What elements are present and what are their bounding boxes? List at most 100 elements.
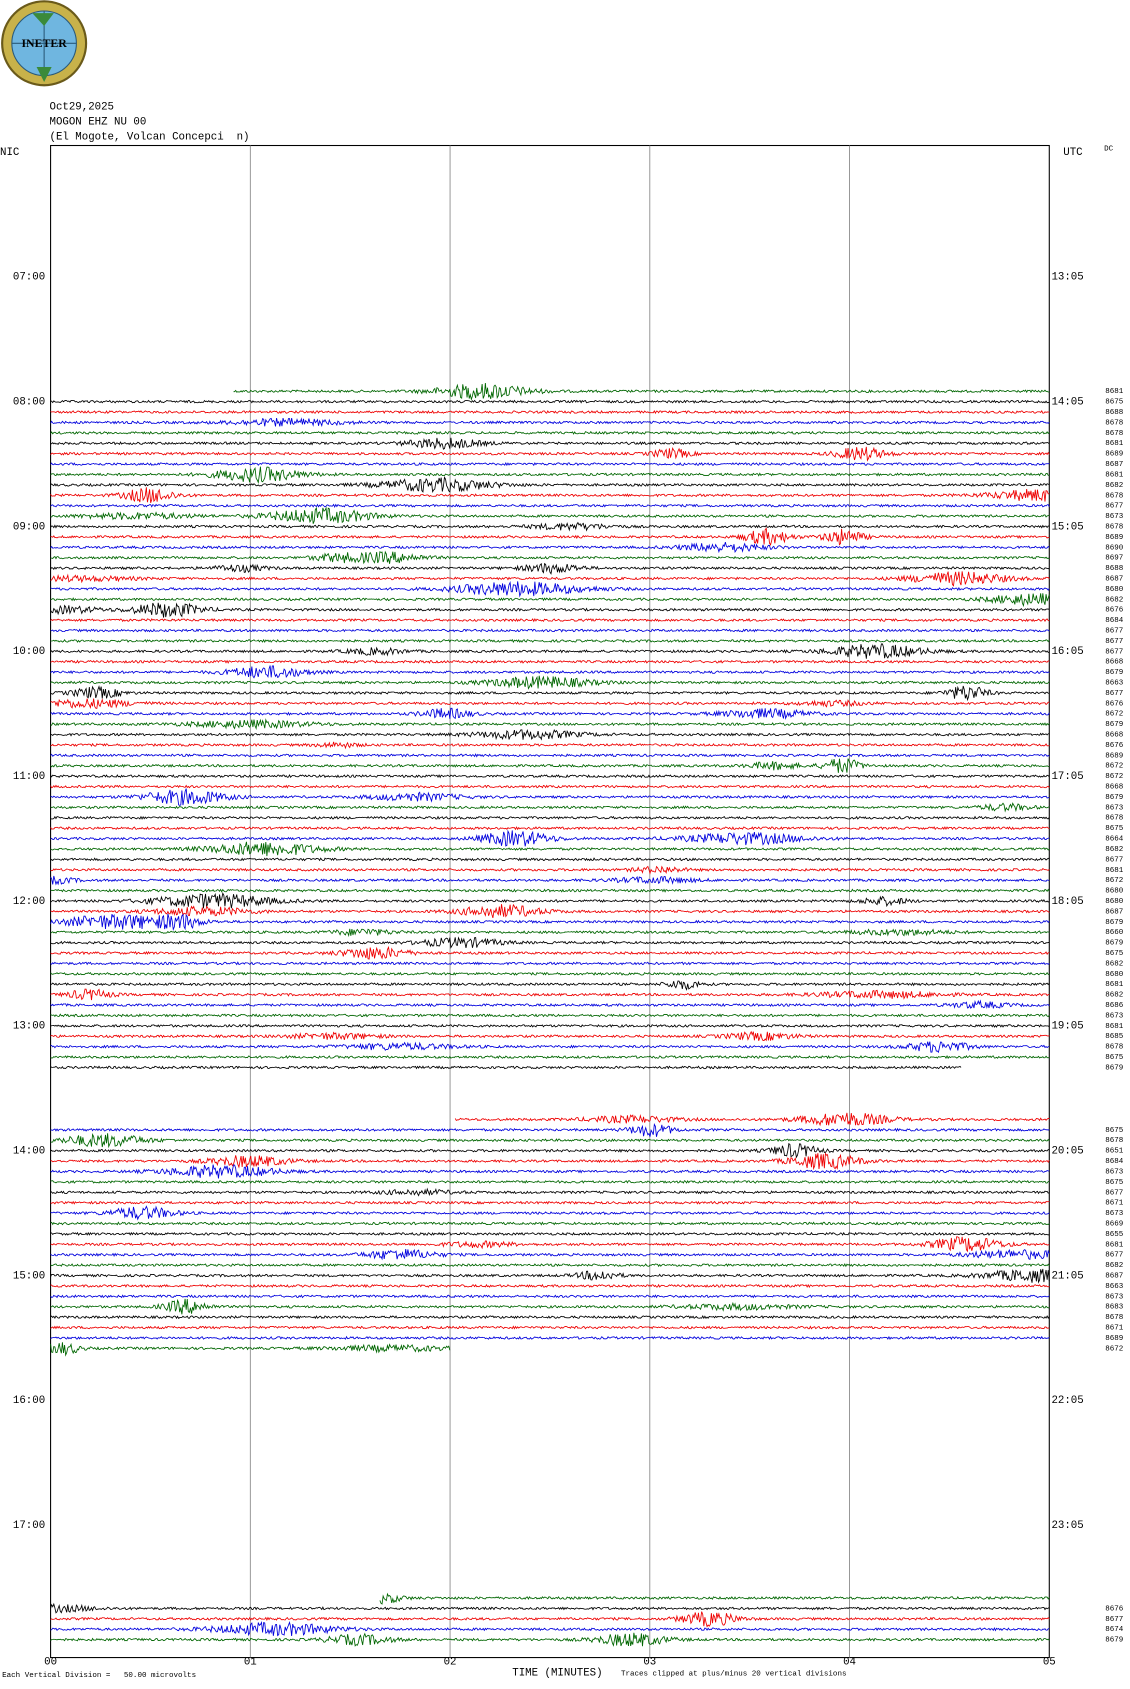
trace (50, 628, 1050, 633)
x-tick-label: 03 (643, 1657, 656, 1669)
trace-label: 8681 (1105, 388, 1124, 396)
trace (50, 773, 1050, 779)
trace-label: 8677 (1105, 638, 1123, 646)
trace-label: 8673 (1105, 1293, 1124, 1301)
trace (50, 602, 1050, 618)
trace (50, 1298, 1050, 1315)
trace (50, 784, 1050, 789)
trace-label: 8678 (1105, 430, 1124, 438)
x-tick-label: 02 (444, 1657, 457, 1669)
trace-label: 8677 (1105, 628, 1123, 636)
trace-label: 8673 (1105, 804, 1124, 812)
trace (50, 506, 1050, 524)
logo: INETER (1, 0, 88, 87)
trace-label: 8678 (1105, 815, 1124, 823)
trace (50, 857, 1050, 862)
trace-label: 8677 (1105, 648, 1123, 656)
trace (50, 913, 1050, 932)
trace (50, 617, 1050, 623)
trace-label: 8676 (1105, 742, 1124, 750)
trace-label: 8680 (1105, 586, 1124, 594)
left-time: 09:00 (13, 521, 45, 533)
right-time: 22:05 (1051, 1395, 1083, 1407)
left-time: 07:00 (13, 272, 45, 284)
trace-label: 8676 (1105, 1605, 1124, 1613)
trace (50, 826, 1050, 831)
trace-label: 8688 (1105, 409, 1124, 417)
trace-label: 8679 (1105, 1064, 1123, 1072)
trace (50, 462, 1050, 467)
trace (50, 1205, 1050, 1221)
right-time: 14:05 (1051, 396, 1083, 408)
trace-label: 8687 (1105, 908, 1123, 916)
trace-label: 8677 (1105, 690, 1123, 698)
right-time: 17:05 (1051, 771, 1083, 783)
trace-label: 8688 (1105, 565, 1124, 573)
trace-label: 8687 (1105, 575, 1123, 583)
trace (50, 718, 1050, 730)
trace (50, 829, 1050, 847)
trace (50, 550, 1050, 565)
trace-label: 8668 (1105, 784, 1124, 792)
trace (50, 945, 1050, 960)
trace-label: 8681 (1105, 1241, 1124, 1249)
trace (50, 1133, 1050, 1149)
trace (50, 1123, 1050, 1137)
trace-label: 8660 (1105, 929, 1124, 937)
trace-label: 8681 (1105, 471, 1124, 479)
trace (50, 999, 1050, 1009)
trace-label: 8675 (1105, 1127, 1124, 1135)
trace-label: 8676 (1105, 607, 1124, 615)
trace-label: 8673 (1105, 1168, 1124, 1176)
right-time: 19:05 (1051, 1021, 1083, 1033)
trace (50, 581, 1050, 598)
trace-label: 8673 (1105, 1210, 1124, 1218)
trace (50, 1611, 1050, 1628)
trace-label: 8678 (1105, 1044, 1124, 1052)
trace-label: 8663 (1105, 1283, 1124, 1291)
trace (50, 1187, 1050, 1197)
trace (50, 1142, 1050, 1159)
right-time: 18:05 (1051, 896, 1083, 908)
x-tick-label: 04 (843, 1657, 856, 1669)
trace (50, 571, 1050, 587)
trace (50, 1602, 1050, 1614)
trace-label: 8682 (1105, 846, 1123, 854)
right-time: 23:05 (1051, 1520, 1083, 1532)
left-time: 14:00 (13, 1146, 45, 1158)
trace-label: 8674 (1105, 1626, 1124, 1634)
trace-label: 8683 (1105, 1304, 1124, 1312)
trace-label: 8668 (1105, 659, 1124, 667)
trace-label: 8679 (1105, 669, 1123, 677)
trace (50, 593, 1050, 608)
right-time: 21:05 (1051, 1270, 1083, 1282)
trace-label: 8680 (1105, 971, 1124, 979)
right-time: 20:05 (1051, 1146, 1083, 1158)
x-tick-label: 01 (244, 1657, 257, 1669)
x-tick-label: 00 (44, 1657, 57, 1669)
trace-label: 8677 (1105, 1252, 1123, 1260)
trace (50, 1342, 451, 1357)
trace-label: 8672 (1105, 1345, 1123, 1353)
trace (50, 665, 1050, 679)
trace (50, 1335, 1050, 1341)
trace-label: 8681 (1105, 981, 1124, 989)
trace (50, 1314, 1050, 1320)
trace-label: 8679 (1105, 919, 1123, 927)
left-time: 13:00 (13, 1021, 45, 1033)
trace (50, 1248, 1050, 1261)
trace (50, 487, 1050, 503)
trace (50, 1325, 1050, 1330)
left-time: 12:00 (13, 896, 45, 908)
trace-label: 8671 (1105, 1200, 1124, 1208)
trace (50, 475, 1050, 494)
trace-label: 8686 (1105, 1002, 1124, 1010)
trace (50, 521, 1050, 532)
trace (50, 888, 1050, 893)
left-zone: NIC (0, 147, 19, 159)
trace (50, 1283, 1050, 1289)
trace (50, 875, 1050, 886)
trace (50, 685, 1050, 702)
trace (50, 841, 1050, 857)
